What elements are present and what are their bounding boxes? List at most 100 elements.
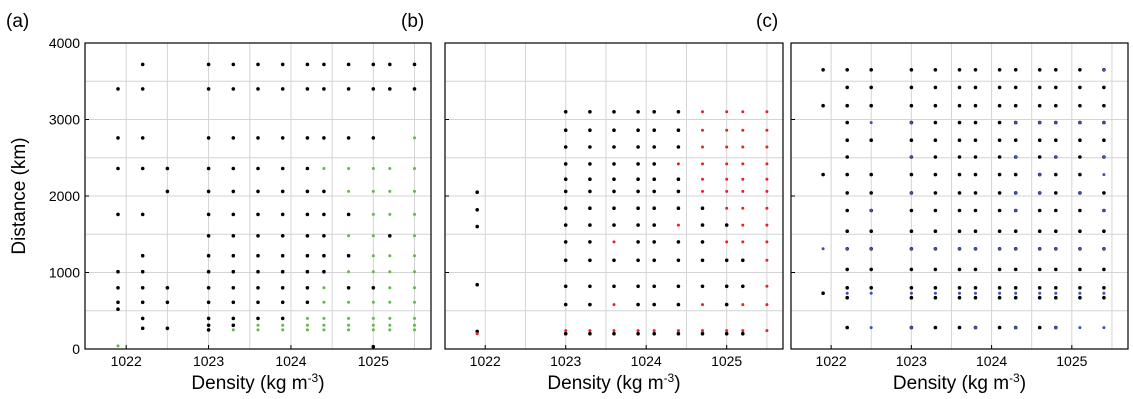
data-point xyxy=(700,223,705,227)
data-point xyxy=(588,189,592,194)
data-point xyxy=(741,177,745,181)
data-point xyxy=(1037,295,1042,300)
data-point xyxy=(765,110,769,114)
data-point xyxy=(1013,85,1018,90)
data-point xyxy=(1102,191,1106,195)
data-point xyxy=(305,300,310,305)
data-point xyxy=(206,234,211,238)
data-point xyxy=(322,167,326,170)
data-point xyxy=(821,291,825,296)
y-tick-label: 4000 xyxy=(49,35,80,51)
data-point xyxy=(1013,68,1018,72)
data-point xyxy=(413,234,416,238)
data-point xyxy=(1102,68,1106,72)
x-axis-title-tail: ) xyxy=(318,373,324,394)
data-point xyxy=(869,85,873,90)
data-point xyxy=(765,223,769,227)
data-series xyxy=(821,68,1106,330)
data-point xyxy=(652,240,656,244)
data-point xyxy=(765,162,769,166)
data-point xyxy=(371,328,375,332)
data-point xyxy=(933,85,938,90)
data-point xyxy=(305,269,310,274)
data-point xyxy=(741,240,745,244)
data-point xyxy=(821,68,825,72)
data-point xyxy=(701,110,704,114)
data-point xyxy=(1013,229,1018,233)
data-point xyxy=(475,282,480,287)
panel-label: (c) xyxy=(756,11,778,32)
data-point xyxy=(869,229,873,233)
data-point xyxy=(765,189,769,193)
data-point xyxy=(347,300,351,304)
data-point xyxy=(652,206,656,210)
data-point xyxy=(636,189,640,194)
data-point xyxy=(280,300,285,305)
data-point xyxy=(701,145,704,149)
data-point xyxy=(563,284,568,289)
data-point xyxy=(563,258,568,263)
data-point xyxy=(140,269,145,274)
data-point xyxy=(1102,229,1106,233)
data-point xyxy=(957,85,962,90)
data-point xyxy=(388,286,392,290)
data-point xyxy=(765,303,769,307)
data-point xyxy=(973,172,978,177)
data-point xyxy=(347,270,351,274)
data-point xyxy=(765,284,769,288)
data-point xyxy=(997,191,1002,195)
data-point xyxy=(564,329,568,333)
data-point xyxy=(652,189,656,194)
data-point xyxy=(1102,267,1106,272)
data-point xyxy=(347,316,351,320)
data-point xyxy=(612,258,616,263)
data-point xyxy=(636,128,640,132)
data-point xyxy=(933,247,937,251)
data-point xyxy=(588,284,592,289)
data-point xyxy=(909,191,913,195)
data-point xyxy=(206,328,211,332)
data-point xyxy=(231,212,236,217)
data-point xyxy=(231,234,236,238)
data-point xyxy=(413,323,416,327)
data-point xyxy=(388,234,392,238)
data-point xyxy=(165,300,170,305)
data-point xyxy=(997,229,1002,233)
data-point xyxy=(725,329,729,333)
data-point xyxy=(1054,68,1058,72)
data-point xyxy=(1013,295,1018,300)
data-point xyxy=(933,291,937,295)
data-point xyxy=(724,284,729,289)
data-point xyxy=(1102,247,1106,251)
data-point xyxy=(256,62,260,67)
data-point xyxy=(869,103,873,108)
data-point xyxy=(909,68,914,72)
data-point xyxy=(305,87,310,91)
data-point xyxy=(1038,247,1042,251)
x-tick-label: 1022 xyxy=(111,353,142,369)
data-point xyxy=(741,303,745,307)
data-point xyxy=(563,189,568,194)
data-point xyxy=(957,208,962,213)
data-point xyxy=(741,258,745,263)
data-point xyxy=(322,253,326,258)
data-point xyxy=(869,291,873,295)
data-point xyxy=(1038,173,1042,177)
data-point xyxy=(725,110,729,114)
data-point xyxy=(280,62,285,67)
data-point xyxy=(741,206,745,210)
x-tick-label: 1024 xyxy=(976,353,1007,369)
data-point xyxy=(280,253,285,258)
data-point xyxy=(676,189,681,194)
data-point xyxy=(652,177,656,181)
data-point xyxy=(412,62,417,67)
data-point xyxy=(206,212,211,217)
x-tick-label: 1024 xyxy=(275,353,306,369)
data-point xyxy=(1054,191,1058,195)
data-point xyxy=(869,172,873,177)
data-point xyxy=(388,254,392,258)
data-point xyxy=(588,258,592,263)
panel-label: (a) xyxy=(6,11,29,32)
data-point xyxy=(1102,326,1106,330)
data-point xyxy=(140,62,145,67)
